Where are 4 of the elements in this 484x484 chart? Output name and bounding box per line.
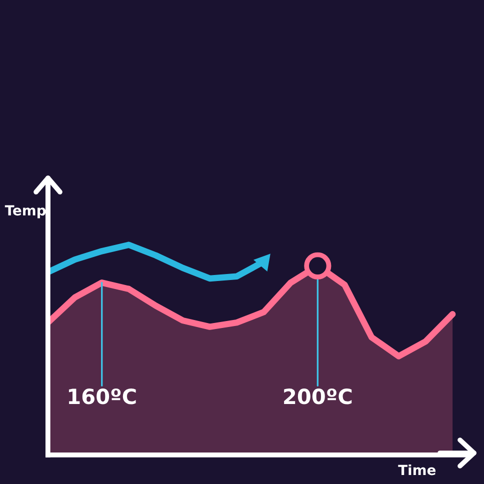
x-axis-title: Time xyxy=(398,464,436,476)
annotation: 160ºC xyxy=(68,388,136,404)
y-axis-title: Temp xyxy=(4,205,46,218)
annotation: 200ºC xyxy=(284,388,352,404)
